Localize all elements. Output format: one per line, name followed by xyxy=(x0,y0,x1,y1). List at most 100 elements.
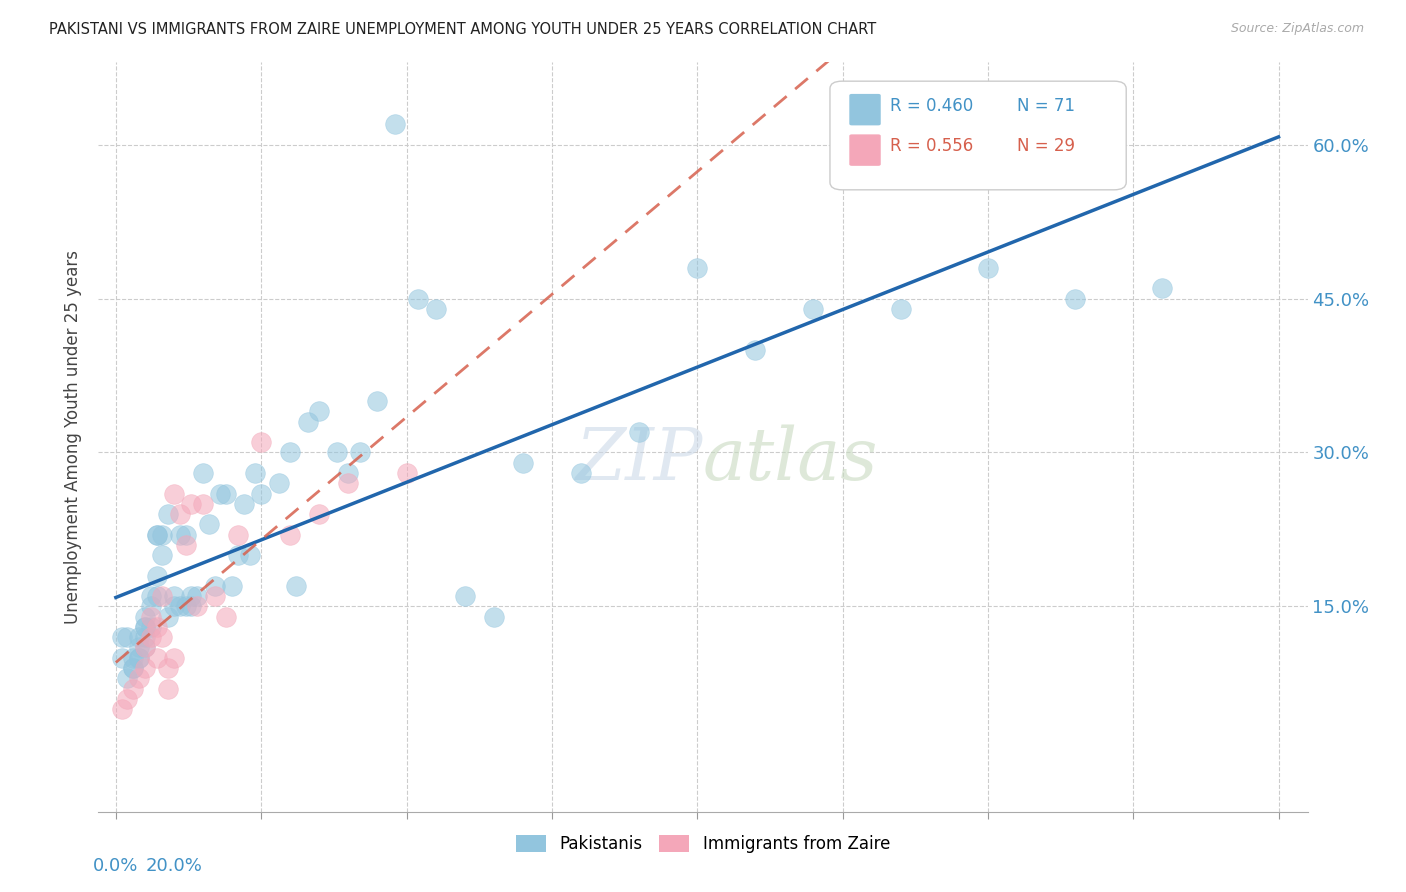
Text: 0.0%: 0.0% xyxy=(93,856,139,875)
Point xyxy=(174,527,197,541)
Point xyxy=(134,661,156,675)
FancyBboxPatch shape xyxy=(849,94,880,126)
Point xyxy=(366,394,388,409)
Point xyxy=(209,486,232,500)
Point xyxy=(111,630,134,644)
Point xyxy=(163,650,186,665)
Point xyxy=(890,301,912,316)
Point xyxy=(169,599,191,614)
Point xyxy=(163,599,186,614)
Text: 20.0%: 20.0% xyxy=(146,856,202,875)
Point xyxy=(204,579,226,593)
Point xyxy=(278,445,301,459)
Point xyxy=(157,661,180,675)
Point xyxy=(308,507,330,521)
Point xyxy=(337,466,360,480)
Legend: Pakistanis, Immigrants from Zaire: Pakistanis, Immigrants from Zaire xyxy=(509,828,897,860)
Point xyxy=(569,466,592,480)
Point xyxy=(174,599,197,614)
Point xyxy=(169,507,191,521)
Point xyxy=(145,589,167,603)
Point xyxy=(337,476,360,491)
Point xyxy=(139,599,162,614)
Point xyxy=(180,589,202,603)
Point xyxy=(1064,292,1087,306)
Point xyxy=(285,579,308,593)
Point xyxy=(406,292,429,306)
Point xyxy=(250,486,273,500)
Point xyxy=(250,435,273,450)
Point xyxy=(425,301,447,316)
Point xyxy=(349,445,371,459)
Point xyxy=(157,507,180,521)
Point xyxy=(744,343,766,357)
Point xyxy=(977,260,1000,275)
Text: Source: ZipAtlas.com: Source: ZipAtlas.com xyxy=(1230,22,1364,36)
Point xyxy=(128,640,150,655)
Point xyxy=(191,466,214,480)
Point xyxy=(226,527,249,541)
Point xyxy=(186,599,208,614)
Point xyxy=(128,671,150,685)
Point xyxy=(122,650,145,665)
Text: N = 71: N = 71 xyxy=(1018,97,1076,115)
Point xyxy=(145,527,167,541)
Point xyxy=(150,630,173,644)
Point xyxy=(117,691,139,706)
Point xyxy=(139,620,162,634)
Point xyxy=(512,456,534,470)
Point xyxy=(139,609,162,624)
Point xyxy=(169,527,191,541)
Point xyxy=(157,609,180,624)
Point xyxy=(239,548,262,562)
Point xyxy=(145,568,167,582)
Point xyxy=(215,609,238,624)
Point xyxy=(384,117,406,131)
Text: atlas: atlas xyxy=(703,425,879,495)
Point xyxy=(453,589,475,603)
Text: PAKISTANI VS IMMIGRANTS FROM ZAIRE UNEMPLOYMENT AMONG YOUTH UNDER 25 YEARS CORRE: PAKISTANI VS IMMIGRANTS FROM ZAIRE UNEMP… xyxy=(49,22,876,37)
Point xyxy=(157,681,180,696)
Point xyxy=(278,527,301,541)
Point xyxy=(163,589,186,603)
Point xyxy=(134,609,156,624)
Point xyxy=(191,497,214,511)
Point xyxy=(180,599,202,614)
Point xyxy=(326,445,349,459)
Point xyxy=(145,620,167,634)
Point xyxy=(145,650,167,665)
Point xyxy=(139,630,162,644)
Point xyxy=(297,415,319,429)
Point xyxy=(803,301,825,316)
Point xyxy=(150,589,173,603)
Point xyxy=(111,702,134,716)
Point xyxy=(198,517,221,532)
Point xyxy=(134,640,156,655)
Point xyxy=(122,661,145,675)
Point xyxy=(128,630,150,644)
Text: R = 0.460: R = 0.460 xyxy=(890,97,974,115)
Point xyxy=(226,548,249,562)
Point xyxy=(122,681,145,696)
Point xyxy=(245,466,267,480)
Point xyxy=(686,260,709,275)
Point xyxy=(128,650,150,665)
Point xyxy=(267,476,290,491)
Point xyxy=(204,589,226,603)
Text: R = 0.556: R = 0.556 xyxy=(890,137,974,155)
Point xyxy=(111,650,134,665)
Point xyxy=(134,620,156,634)
Point xyxy=(134,620,156,634)
Point xyxy=(117,630,139,644)
Point xyxy=(628,425,651,439)
Point xyxy=(139,589,162,603)
Point xyxy=(180,497,202,511)
Point xyxy=(122,661,145,675)
Point xyxy=(308,404,330,418)
Point xyxy=(174,538,197,552)
Point xyxy=(117,671,139,685)
Point xyxy=(150,527,173,541)
Point xyxy=(150,548,173,562)
Point xyxy=(145,527,167,541)
Text: ZIP: ZIP xyxy=(575,425,703,495)
